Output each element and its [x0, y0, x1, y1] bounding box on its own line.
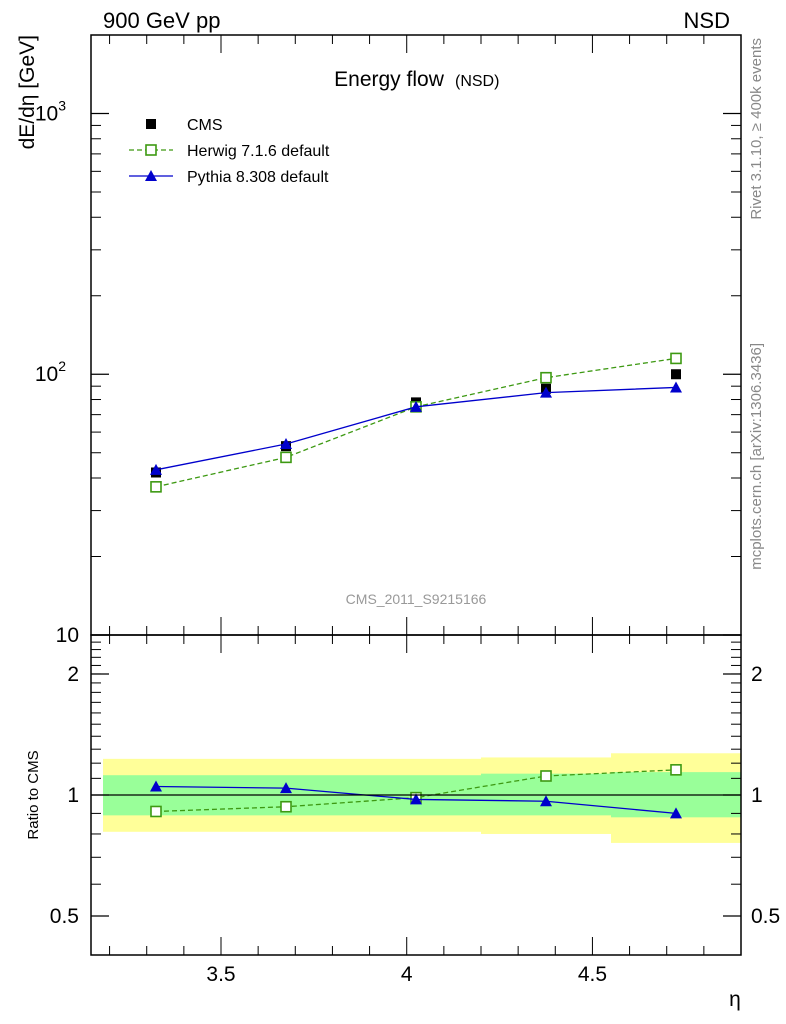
- ratio-point-1-3: [540, 795, 552, 807]
- ratio-xtick-label-0: 3.5: [206, 963, 235, 986]
- ratio-ylabel: Ratio to CMS: [25, 750, 42, 839]
- main-ytick-sup-1: 2: [58, 358, 66, 374]
- ratio-ytick-label-right-2: 2: [751, 663, 763, 686]
- watermark: CMS_2011_S9215166: [346, 591, 487, 607]
- source-label: mcplots.cern.ch [arXiv:1306.3436]: [748, 343, 765, 570]
- ratio-ytick-label-0: 0.5: [50, 905, 79, 928]
- ratio-point-0-1: [280, 800, 292, 813]
- main-ytick-sup-2: 3: [58, 97, 66, 113]
- legend-marker-1: [145, 144, 157, 156]
- main-title: Energy flow: [334, 68, 445, 91]
- ratio-ytick-label-1: 1: [67, 784, 79, 807]
- main-point-2-3: [540, 386, 552, 398]
- ratio-point-1-4: [670, 807, 682, 819]
- ratio-point-0-3: [540, 770, 552, 782]
- x-axis-label: η: [729, 988, 741, 1011]
- legend-label-2: Pythia 8.308 default: [187, 169, 329, 186]
- ratio-point-1-2: [410, 793, 422, 805]
- main-point-2-2: [410, 400, 422, 412]
- main-point-1-1: [280, 451, 292, 464]
- legend-label-1: Herwig 7.1.6 default: [187, 143, 330, 160]
- header-right: NSD: [684, 8, 730, 33]
- ratio-point-0-4: [670, 764, 682, 776]
- ratio-ytick-label-2: 2: [67, 663, 79, 686]
- main-title-suffix: (NSD): [455, 73, 499, 90]
- main-point-2-4: [670, 381, 682, 393]
- ratio-point-1-0: [150, 780, 162, 792]
- legend: CMS Herwig 7.1.6 default Pythia 8.308 defa…: [129, 117, 330, 186]
- main-point-1-4: [670, 352, 682, 365]
- header-left: 900 GeV pp: [103, 8, 220, 33]
- ratio-xtick-label-1: 4: [401, 963, 413, 986]
- main-ytick-label-0: 10: [56, 624, 79, 647]
- ratio-ytick-label-right-0: 0.5: [751, 905, 780, 928]
- ratio-ytick-label-right-1: 1: [751, 784, 763, 807]
- main-point-2-0: [150, 463, 162, 475]
- main-point-0-4: [671, 369, 681, 380]
- ratio-panel: 0.5 0.5 1 1 2 2 3.5 4 4.5 Ratio to CMS η: [25, 634, 780, 1011]
- ratio-point-0-0: [150, 805, 162, 818]
- main-point-1-0: [150, 481, 162, 493]
- main-ylabel: dE/dη [GeV]: [16, 35, 39, 149]
- legend-marker-2: [145, 170, 157, 181]
- main-point-2-1: [280, 438, 292, 450]
- ratio-point-1-1: [280, 782, 292, 794]
- legend-label-0: CMS: [187, 117, 223, 134]
- rivet-label: Rivet 3.1.10, ≥ 400k events: [748, 38, 765, 220]
- legend-marker-0: [146, 119, 156, 129]
- main-point-1-3: [540, 371, 552, 384]
- ratio-xtick-label-2: 4.5: [578, 963, 607, 986]
- ratio-frame: [90, 634, 742, 956]
